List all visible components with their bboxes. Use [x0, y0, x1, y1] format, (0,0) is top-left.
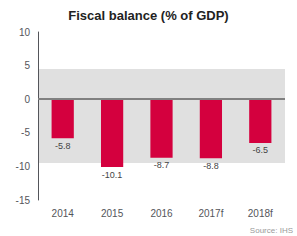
svg-text:-10.1: -10.1 [102, 170, 123, 180]
svg-text:-5.8: -5.8 [55, 141, 71, 151]
svg-text:-8.7: -8.7 [154, 160, 170, 170]
svg-text:-5: -5 [21, 127, 30, 138]
svg-text:2017f: 2017f [198, 208, 223, 219]
svg-text:Fiscal balance (% of GDP): Fiscal balance (% of GDP) [68, 8, 228, 23]
svg-text:2016: 2016 [150, 208, 173, 219]
svg-text:-15: -15 [16, 195, 31, 206]
svg-text:-10: -10 [16, 161, 31, 172]
svg-text:2018f: 2018f [248, 208, 273, 219]
svg-text:-6.5: -6.5 [253, 145, 269, 155]
svg-text:5: 5 [24, 60, 30, 71]
svg-text:0: 0 [24, 94, 30, 105]
svg-text:Source: IHS: Source: IHS [250, 226, 293, 235]
svg-text:2014: 2014 [52, 208, 75, 219]
svg-text:10: 10 [19, 27, 31, 38]
svg-text:2015: 2015 [101, 208, 124, 219]
svg-text:-8.8: -8.8 [203, 161, 219, 171]
